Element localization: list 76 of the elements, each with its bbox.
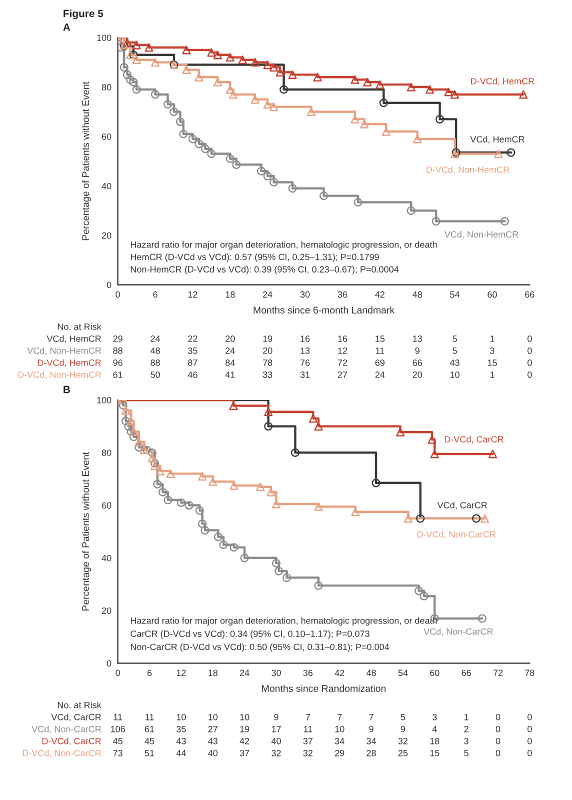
series-label: D-VCd, CarCR	[444, 436, 504, 444]
y-tick-label: 100	[97, 34, 112, 41]
x-tick-label: 48	[412, 291, 422, 298]
series-label: VCd, Non-HemCR	[444, 230, 518, 239]
annotation: Hazard ratio for major organ deterioration, hematologic progression, or death	[130, 241, 437, 250]
x-tick-label: 54	[450, 291, 460, 298]
text: VCd, Non-CarCR	[32, 726, 101, 734]
x-tick-label: 36	[303, 670, 313, 676]
text: VCd, Non-HemCR	[27, 347, 101, 355]
x-tick-label: 24	[263, 291, 272, 298]
series-label: D-VCd, Non-CarCR	[417, 530, 496, 539]
text: No. at Risk	[58, 323, 102, 330]
text: 106 61 35 27 19 17 11 10 9 9 4 2 0 0	[110, 726, 532, 732]
x-axis-title: Months since Randomization	[262, 684, 386, 692]
chart-subtitle: A	[63, 24, 70, 31]
text: 96 88 87 84 78 76 72 69 66 43 15 0	[113, 359, 532, 366]
annotation: CarCR (D-VCd vs VCd): 0.34 (95% CI, 0.10–1.17); P=0.073	[130, 630, 370, 639]
y-tick-label: 0	[106, 282, 112, 288]
text: D-VCd, CarCR	[42, 738, 101, 746]
series-label: D-VCd, Non-HemCR	[426, 166, 510, 174]
text: 73 51 44 40 37 32 32 29 28 25 15 5 0 0	[113, 750, 532, 756]
annotation: HemCR (D-VCd vs VCd): 0.57 (95% CI, 0.25–1.31); P=0.1799	[130, 254, 379, 262]
x-tick-label: 66	[525, 291, 534, 298]
x-tick-label: 66	[462, 670, 471, 676]
y-tick-label: 20	[102, 608, 112, 614]
x-tick-label: 12	[188, 291, 198, 298]
x-tick-label: 42	[375, 291, 384, 298]
y-tick-label: 40	[102, 554, 112, 562]
text: D-VCd, HemCR	[38, 359, 101, 367]
annotation: Non-HemCR (D-VCd vs VCd): 0.39 (95% CI, 0.23–0.67); P=0.0004	[130, 266, 399, 274]
x-tick-label: 24	[240, 670, 250, 676]
series-label: D-VCd, HemCR	[471, 78, 534, 86]
x-tick-label: 78	[525, 670, 534, 676]
x-tick-label: 36	[338, 291, 348, 298]
text: No. at Risk	[58, 702, 102, 708]
x-tick-label: 18	[226, 291, 235, 298]
x-tick-label: 6	[153, 291, 158, 298]
x-tick-label: 60	[430, 670, 440, 676]
x-tick-label: 12	[176, 670, 186, 676]
x-tick-label: 18	[208, 670, 218, 676]
x-tick-label: 6	[147, 670, 152, 676]
text: VCd, HemCR	[46, 335, 101, 343]
text: 29 24 22 20 19 16 16 15 13 5 1 0	[113, 335, 532, 342]
x-axis-title: Months since 6-month Landmark	[254, 306, 395, 314]
y-tick-label: 40	[102, 182, 112, 190]
text: 45 45 43 43 42 40 37 34 34 32 18 3 0 0	[113, 738, 532, 744]
text: 88 48 35 24 20 13 12 11 9 5 3 0	[113, 347, 532, 354]
y-tick-label: 60	[102, 502, 112, 509]
x-tick-label: 72	[493, 670, 503, 676]
y-tick-label: 80	[102, 450, 112, 456]
text: 61 50 46 41 33 31 27 24 20 10 1 0	[113, 371, 532, 378]
x-tick-label: 54	[398, 670, 408, 676]
y-tick-label: 80	[102, 84, 112, 90]
y-tick-label: 60	[102, 133, 112, 140]
y-tick-label: 20	[102, 232, 112, 239]
x-tick-label: 0	[116, 670, 120, 676]
x-tick-label: 42	[334, 670, 344, 676]
y-tick-label: 100	[97, 396, 112, 404]
y-axis-title: Percentage of Patients without Event	[82, 82, 91, 240]
text: D-VCd, Non-CarCR	[22, 750, 101, 758]
text: D-VCd, Non-HemCR	[18, 371, 101, 379]
x-tick-label: 60	[488, 291, 497, 298]
chart-title: Figure 5	[64, 10, 104, 20]
y-axis-title: Percentage of Patients without Event	[82, 452, 91, 611]
x-tick-label: 30	[300, 291, 310, 298]
text: 11 11 10 10 10 9 7 7 7 5 3 1 0 0	[114, 714, 532, 720]
series-label: VCd, CarCR	[437, 502, 488, 510]
annotation: Non-CarCR (D-VCd vs VCd): 0.50 (95% CI, 0.31–0.81); P=0.004	[130, 644, 390, 652]
x-tick-label: 30	[272, 670, 281, 676]
chart-title: B	[64, 386, 70, 394]
x-tick-label: 0	[116, 291, 120, 298]
series-label: VCd, HemCR	[470, 136, 524, 144]
text: VCd, CarCR	[51, 714, 101, 722]
series-label: VCd, Non-CarCR	[424, 628, 493, 636]
y-tick-label: 0	[106, 660, 112, 667]
x-tick-label: 48	[366, 670, 376, 676]
